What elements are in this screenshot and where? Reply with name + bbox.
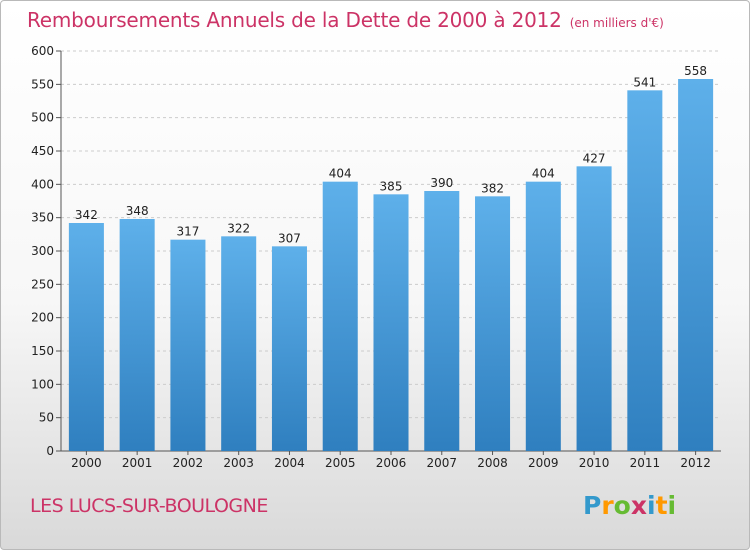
x-tick-label: 2009 <box>528 456 559 470</box>
y-tick-label: 100 <box>31 377 54 391</box>
y-tick-label: 600 <box>31 44 54 58</box>
x-tick-label: 2012 <box>680 456 711 470</box>
y-tick-label: 450 <box>31 144 54 158</box>
x-tick-label: 2002 <box>173 456 204 470</box>
x-tick-label: 2001 <box>122 456 153 470</box>
y-tick-label: 50 <box>39 411 54 425</box>
logo-letter: P <box>583 491 602 520</box>
x-tick-label: 2008 <box>477 456 508 470</box>
axes: 0 50 100 150 200 250 300 350 400 450 500 550 600 2000… <box>31 44 721 470</box>
data-label-2011: 541 <box>633 75 656 89</box>
y-tick-label: 250 <box>31 277 54 291</box>
data-label-2012: 558 <box>684 64 707 78</box>
data-label-2006: 385 <box>380 179 403 193</box>
data-labels: 342 348 317 322 307 404 385 390 382 404 427 541 558 <box>75 64 707 245</box>
data-label-2000: 342 <box>75 208 98 222</box>
data-label-2001: 348 <box>126 204 149 218</box>
data-label-2007: 390 <box>430 176 453 190</box>
bar-2010 <box>576 166 612 452</box>
y-tick-label: 550 <box>31 77 54 91</box>
bar-2002 <box>170 239 206 451</box>
logo-letter: t <box>655 491 668 520</box>
bar-2008 <box>475 196 511 451</box>
y-tick-label: 150 <box>31 344 54 358</box>
proxiti-logo: Proxiti <box>583 491 676 520</box>
bars <box>68 79 714 452</box>
y-tick-label: 300 <box>31 244 54 258</box>
x-tick-label: 2006 <box>376 456 407 470</box>
logo-letter: i <box>647 491 656 520</box>
x-tick-label: 2010 <box>579 456 610 470</box>
bar-2012 <box>678 79 714 451</box>
y-tick-label: 400 <box>31 177 54 191</box>
x-tick-label: 2011 <box>630 456 661 470</box>
x-tick-label: 2007 <box>426 456 457 470</box>
bar-2000 <box>68 223 104 451</box>
x-tick-label: 2005 <box>325 456 356 470</box>
x-tick-label: 2000 <box>71 456 102 470</box>
bar-2009 <box>525 181 561 451</box>
logo-letter: x <box>630 491 647 520</box>
logo-letter: i <box>667 491 677 520</box>
y-tick-label: 350 <box>31 211 54 225</box>
data-label-2003: 322 <box>227 221 250 235</box>
x-tick-label: 2003 <box>223 456 254 470</box>
y-tick-label: 0 <box>46 444 54 458</box>
data-label-2010: 427 <box>583 151 606 165</box>
bar-2004 <box>271 246 307 451</box>
bar-2005 <box>322 181 358 451</box>
data-label-2005: 404 <box>329 167 352 181</box>
commune-name: LES LUCS-SUR-BOULOGNE <box>30 495 268 517</box>
chart-unit: (en milliers d'€) <box>569 16 664 30</box>
data-label-2008: 382 <box>481 181 504 195</box>
x-tick-label: 2004 <box>274 456 305 470</box>
chart-title: Remboursements Annuels de la Dette de 20… <box>27 8 562 32</box>
y-tick-label: 200 <box>31 311 54 325</box>
data-label-2002: 317 <box>176 225 199 239</box>
bar-2007 <box>424 191 460 451</box>
data-label-2004: 307 <box>278 231 301 245</box>
logo-letter: r <box>601 491 614 520</box>
logo-letter: o <box>613 491 631 520</box>
y-tick-label: 500 <box>31 111 54 125</box>
bar-2001 <box>119 219 155 451</box>
data-label-2009: 404 <box>532 167 555 181</box>
bar-2006 <box>373 194 409 452</box>
bar-2003 <box>221 236 257 451</box>
chart-title-block: Remboursements Annuels de la Dette de 20… <box>27 8 664 32</box>
bar-2011 <box>627 90 663 451</box>
